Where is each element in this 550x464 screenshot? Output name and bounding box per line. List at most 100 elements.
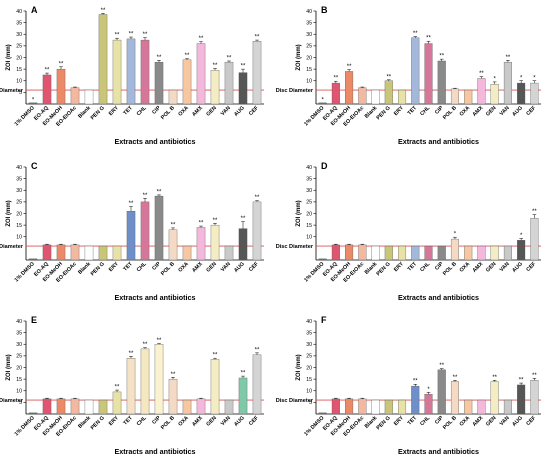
category-label: AUG	[233, 415, 246, 428]
bar-1-dmso	[318, 102, 327, 105]
category-label: VAN	[499, 415, 511, 427]
category-label: PEN G	[376, 415, 392, 431]
significance-label: **	[255, 347, 260, 353]
category-label: OXA	[459, 261, 472, 274]
significance-label: *	[520, 75, 523, 81]
category-label: TET	[407, 105, 419, 117]
category-label: CEF	[248, 105, 260, 117]
panel-c: C 10 15 20 25 30 35 40 ZOI (mm) Disc Diameter 1% D…	[0, 161, 264, 302]
category-label: OXA	[177, 105, 190, 118]
significance-label: **	[241, 371, 246, 377]
category-label: AUG	[233, 105, 246, 118]
bar-cef	[530, 217, 539, 261]
category-label: AMX	[472, 261, 485, 274]
category-label: ERY	[108, 261, 120, 273]
bar-tet	[411, 245, 420, 261]
bar-eo-etoac	[70, 87, 80, 105]
bar-eo-etoac	[358, 87, 367, 105]
bar-pol-b	[450, 238, 459, 261]
bar-aug	[517, 82, 526, 105]
bar-eo-aq	[331, 82, 340, 105]
bar-amx	[477, 78, 486, 105]
y-tick-label: 15	[16, 67, 22, 73]
category-label: GEN	[205, 261, 218, 274]
category-label: 1% DMSO	[14, 105, 36, 127]
significance-label: *	[520, 233, 523, 239]
bar-blank	[371, 399, 380, 415]
significance-label: **	[157, 55, 162, 61]
category-label: GEN	[205, 105, 218, 118]
significance-label: **	[171, 222, 176, 228]
bar-van	[224, 399, 234, 415]
significance-label: **	[45, 68, 50, 74]
y-axis-label: ZOI (mm)	[296, 44, 302, 70]
bar-chl	[140, 348, 150, 415]
category-label: TET	[122, 105, 134, 117]
significance-label: **	[143, 32, 148, 38]
x-axis-label: Extracts and antibiotics	[398, 447, 479, 456]
significance-label: **	[334, 76, 339, 82]
category-label: POL B	[442, 415, 458, 431]
bar-pen-g	[98, 14, 108, 105]
panel-letter: B	[321, 5, 328, 15]
bar-van	[224, 245, 234, 261]
y-tick-label: 5	[19, 400, 22, 406]
bar-blank	[84, 89, 94, 105]
bar-eo-etoac	[358, 244, 367, 261]
category-label: TET	[122, 261, 134, 273]
y-tick-label: 20	[16, 365, 22, 371]
bar-eo-meoh	[56, 68, 66, 105]
bar-amx	[196, 43, 206, 105]
bar-tet	[411, 37, 420, 105]
y-tick-label: 35	[306, 176, 312, 182]
bar-gen	[490, 84, 499, 105]
disc-diameter-label: Disc Diameter	[276, 398, 314, 404]
bar-tet	[126, 38, 136, 105]
panel-letter: D	[321, 161, 328, 171]
y-axis-label: ZOI (mm)	[6, 200, 12, 226]
bar-gen	[490, 245, 499, 261]
significance-label: **	[143, 193, 148, 199]
category-label: GEN	[485, 415, 498, 428]
bar-eo-meoh	[345, 71, 354, 105]
y-tick-label: 40	[16, 319, 22, 325]
category-label: CIP	[151, 105, 162, 116]
bar-blank	[371, 245, 380, 261]
category-label: AUG	[511, 105, 524, 118]
bar-ery	[112, 39, 122, 105]
significance-label: **	[532, 373, 537, 379]
x-axis-label: Extracts and antibiotics	[398, 137, 479, 146]
y-tick-label: 40	[306, 9, 312, 15]
y-tick-label: 20	[306, 365, 312, 371]
panel-letter: F	[321, 315, 327, 325]
significance-label: **	[255, 35, 260, 41]
bar-1-dmso	[28, 258, 38, 261]
significance-label: **	[101, 8, 106, 14]
category-label: AMX	[472, 105, 485, 118]
significance-label: **	[413, 31, 418, 37]
significance-label: *	[427, 387, 430, 393]
y-tick-label: 35	[16, 176, 22, 182]
significance-label: **	[386, 74, 391, 80]
category-label: CHL	[419, 105, 432, 118]
significance-label: **	[171, 372, 176, 378]
y-tick-label: 10	[306, 79, 312, 85]
bar-aug	[238, 72, 248, 105]
category-label: PEN G	[376, 105, 392, 121]
bar-1-dmso	[28, 412, 38, 415]
category-label: 1% DMSO	[14, 415, 36, 437]
bar-eo-aq	[42, 398, 52, 415]
significance-label: **	[241, 216, 246, 222]
bar-pol-b	[168, 229, 178, 261]
y-tick-label: 35	[16, 330, 22, 336]
y-tick-label: 25	[16, 44, 22, 50]
category-label: CEF	[525, 105, 537, 117]
bar-pol-b	[168, 89, 178, 105]
category-label: OXA	[459, 415, 472, 428]
category-label: AMX	[191, 261, 204, 274]
y-tick-label: 30	[306, 342, 312, 348]
category-label: CIP	[151, 415, 162, 426]
category-label: TET	[122, 415, 134, 427]
panel-letter: E	[31, 315, 37, 325]
